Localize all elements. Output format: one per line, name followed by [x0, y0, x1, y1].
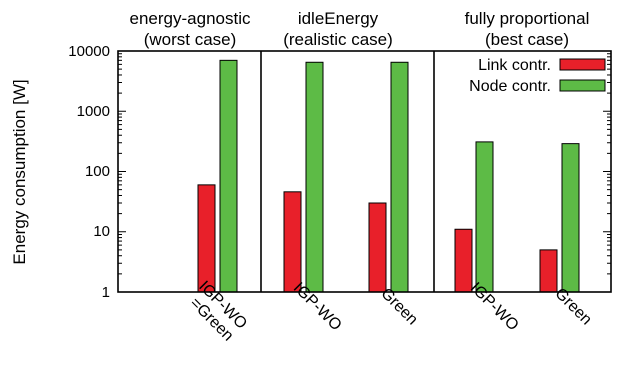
bar-link-4 [539, 249, 558, 293]
x-tick-label-igp-wo-green: IGP-WO =Green [183, 278, 254, 349]
y-tick-label-10000: 10000 [68, 43, 110, 60]
y-tick-label-1: 1 [102, 284, 110, 301]
plot-frame [117, 50, 612, 293]
legend-swatch-node [559, 79, 606, 92]
bar-node-3 [475, 141, 494, 293]
bar-node-1 [305, 61, 324, 293]
group-title-best-line1: fully proportional [465, 9, 590, 28]
legend-label-node: Node contr. [469, 78, 551, 95]
group-title-realistic-line1: idleEnergy [298, 9, 379, 28]
bar-link-1 [283, 191, 302, 293]
x-tick-label-igp-wo-best: IGP-WO [467, 279, 522, 334]
legend-label-link: Link contr. [478, 57, 551, 74]
bar-node-2 [390, 61, 409, 293]
bar-link-0 [197, 184, 216, 293]
bar-link-3 [454, 228, 473, 293]
legend-swatch-link [559, 58, 606, 71]
legend: Link contr. Node contr. [469, 57, 606, 95]
bar-node-0 [219, 59, 238, 293]
y-tick-label-10: 10 [93, 223, 110, 240]
group-title-worst-line1: energy-agnostic [130, 9, 251, 28]
group-title-best-line2: (best case) [485, 30, 569, 49]
bars-layer [197, 59, 580, 293]
group-title-realistic-line2: (realistic case) [283, 30, 393, 49]
bar-node-4 [561, 143, 580, 293]
y-tick-label-100: 100 [85, 163, 110, 180]
group-title-worst-line2: (worst case) [144, 30, 237, 49]
y-axis-label: Energy consumption [W] [10, 79, 29, 264]
bar-link-2 [368, 202, 387, 293]
y-tick-label-1000: 1000 [77, 103, 110, 120]
